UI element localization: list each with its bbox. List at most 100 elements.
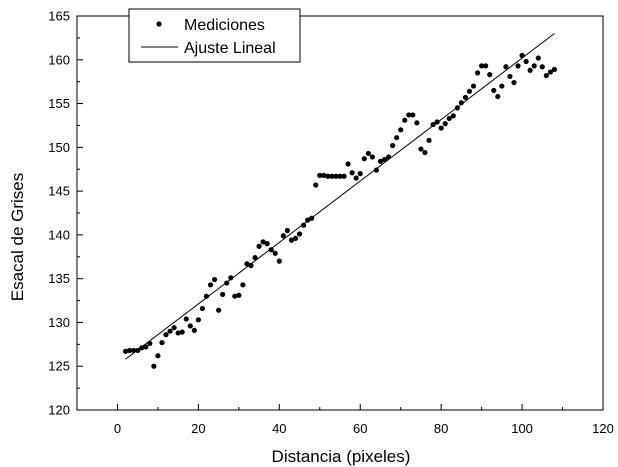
data-point — [228, 275, 234, 281]
data-point — [491, 87, 497, 94]
data-point — [159, 339, 165, 346]
data-point — [317, 172, 323, 178]
data-point — [207, 282, 214, 288]
legend-label-mediciones: Mediciones — [184, 17, 265, 34]
data-point — [240, 282, 246, 288]
x-tick-label: 0 — [114, 421, 121, 436]
data-point — [292, 235, 299, 241]
scatter-points-layer — [122, 52, 558, 369]
data-point — [252, 255, 258, 261]
data-point — [296, 231, 303, 237]
data-point — [224, 280, 230, 286]
x-tick-label: 20 — [191, 421, 205, 436]
data-point — [479, 63, 485, 69]
y-tick-label: 130 — [48, 315, 70, 330]
data-point — [527, 67, 533, 73]
data-point — [276, 258, 282, 264]
y-tick-label: 120 — [48, 403, 70, 418]
data-point — [474, 70, 481, 76]
x-tick-label: 80 — [434, 421, 448, 436]
data-point — [329, 173, 335, 179]
data-point — [216, 307, 222, 313]
data-point — [135, 347, 141, 354]
data-point — [139, 345, 145, 351]
data-point — [325, 173, 331, 179]
data-point — [256, 243, 262, 249]
plot-frame — [76, 15, 604, 411]
data-point — [381, 156, 388, 163]
data-point — [394, 135, 400, 141]
fit-line-layer — [125, 33, 555, 360]
data-point — [248, 262, 254, 269]
data-point — [507, 73, 513, 80]
legend-box — [128, 8, 301, 63]
x-axis: 0 20 40 60 80 100 120 — [76, 404, 614, 436]
data-point — [300, 222, 307, 228]
legend-marker-mediciones — [156, 21, 162, 27]
data-point — [462, 94, 469, 101]
data-point — [418, 146, 424, 152]
data-point — [450, 113, 456, 119]
y-tick-label: 125 — [48, 359, 70, 374]
data-point — [547, 69, 554, 75]
data-point — [511, 79, 517, 86]
data-point — [341, 173, 347, 179]
data-point — [280, 233, 286, 239]
data-point — [353, 175, 359, 181]
y-axis-title: Esacal de Grises — [8, 173, 27, 302]
data-point — [357, 171, 363, 177]
data-point — [313, 182, 319, 188]
data-point — [539, 64, 545, 70]
data-point — [406, 112, 412, 118]
y-axis: 120 125 130 135 140 145 150 155 160 165 — [48, 9, 83, 418]
data-point — [365, 150, 371, 157]
linear-fit-line — [125, 33, 555, 360]
data-point — [143, 344, 149, 350]
x-tick-label: 60 — [353, 421, 367, 436]
data-point — [523, 58, 529, 65]
data-point — [422, 149, 428, 156]
data-point — [272, 250, 278, 256]
data-point — [503, 64, 509, 70]
data-point — [264, 241, 270, 247]
data-point — [398, 127, 404, 133]
data-point — [373, 167, 380, 173]
data-point — [551, 66, 558, 73]
data-point — [438, 125, 444, 131]
x-axis-title: Distancia (pixeles) — [272, 447, 411, 466]
data-point — [454, 105, 460, 111]
data-point — [495, 93, 501, 100]
y-tick-label: 160 — [48, 52, 70, 67]
y-tick-label: 145 — [48, 184, 70, 199]
data-point — [377, 158, 384, 164]
data-point — [426, 137, 432, 143]
data-point — [211, 276, 218, 283]
legend-label-ajuste: Ajuste Lineal — [184, 40, 276, 57]
data-point — [122, 348, 129, 354]
data-point — [321, 172, 327, 178]
data-point — [349, 170, 355, 176]
data-point — [175, 330, 181, 336]
data-point — [151, 363, 157, 369]
data-point — [260, 239, 266, 245]
data-point — [535, 55, 541, 61]
data-point — [155, 353, 161, 359]
data-point — [531, 63, 537, 69]
data-point — [232, 293, 238, 299]
data-point — [499, 83, 505, 89]
data-point — [284, 227, 290, 234]
data-point — [430, 121, 436, 128]
y-tick-label: 155 — [48, 96, 70, 111]
x-tick-label: 40 — [272, 421, 286, 436]
data-point — [199, 305, 206, 312]
plot-area-border — [76, 15, 604, 411]
data-point — [402, 117, 408, 123]
data-point — [147, 340, 153, 347]
data-point — [183, 316, 189, 322]
data-point — [483, 63, 489, 69]
data-point — [309, 215, 315, 221]
data-point — [458, 100, 464, 106]
y-tick-label: 165 — [48, 9, 70, 24]
data-point — [203, 293, 210, 299]
